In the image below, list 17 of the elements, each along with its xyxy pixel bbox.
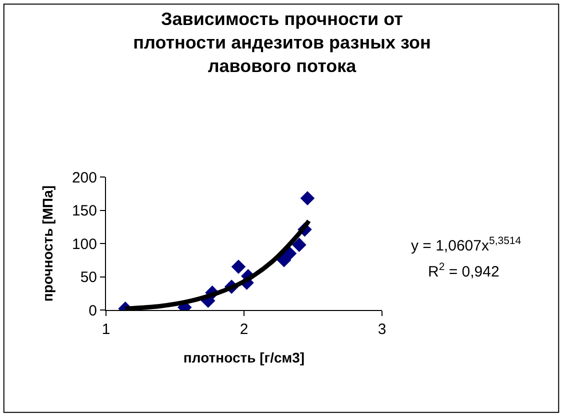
point — [231, 260, 246, 274]
text: R$^{2}$ = 0,942 — [428, 261, 500, 280]
y-axis-title: прочность [МПа] — [40, 185, 56, 302]
y-tick-label: 100 — [72, 236, 97, 253]
point — [292, 238, 306, 252]
y-tick-label: 0 — [88, 302, 97, 320]
y-tick-label: 50 — [80, 269, 97, 286]
point — [282, 246, 297, 261]
y-tick-label: 200 — [72, 169, 97, 186]
y-tick-label: 150 — [72, 202, 97, 220]
x-tick-label: 3 — [378, 321, 386, 338]
x-tick-label: 1 — [102, 321, 110, 338]
x-axis-title: плотность [г/см3] — [183, 349, 305, 366]
chart-title: Зависимость прочности от плотности андезитов разных зон лавового потока — [133, 9, 431, 76]
x-tick-label: 2 — [240, 321, 248, 338]
text: y = 1,0607x$^{5,3514}$ — [411, 235, 522, 254]
point — [300, 191, 315, 206]
